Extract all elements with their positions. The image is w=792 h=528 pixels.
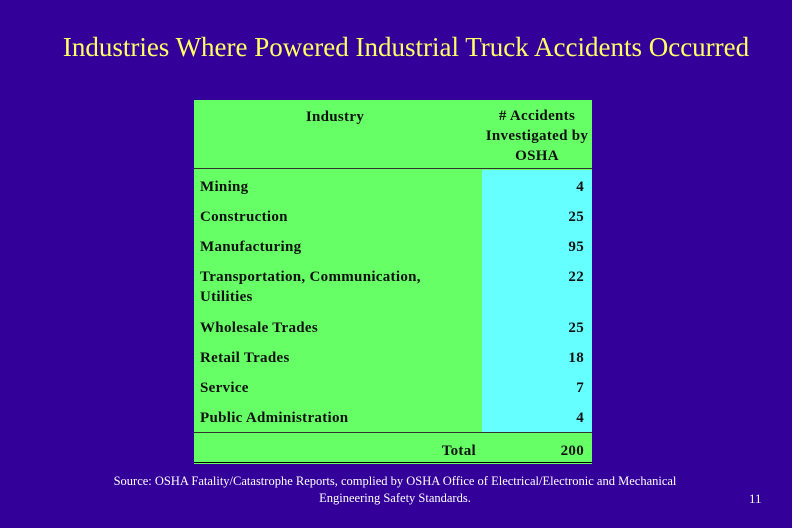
row-label-public-administration: Public Administration	[200, 410, 349, 426]
header-divider	[194, 168, 592, 169]
slide-title: Industries Where Powered Industrial Truc…	[62, 32, 750, 62]
row-count-public-administration: 4	[576, 410, 584, 426]
row-count-manufacturing: 95	[568, 239, 584, 255]
accidents-table: Industry # Accidents Investigated by OSH…	[194, 100, 592, 464]
page-number: 11	[749, 491, 762, 506]
row-label-service: Service	[200, 380, 249, 396]
row-count-retail: 18	[568, 350, 584, 366]
row-count-wholesale: 25	[568, 320, 584, 336]
row-count-transportation: 22	[568, 269, 584, 285]
total-label: Total	[441, 443, 476, 459]
row-label-manufacturing: Manufacturing	[200, 239, 302, 255]
row-count-mining: 4	[576, 179, 584, 195]
source-note: Source: OSHA Fatality/Catastrophe Report…	[113, 474, 677, 505]
row-count-service: 7	[576, 380, 584, 396]
header-industry: Industry	[305, 109, 365, 125]
row-label-mining: Mining	[200, 179, 249, 195]
row-label-wholesale: Wholesale Trades	[200, 320, 318, 336]
row-label-transportation: Transportation, Communication, Utilities	[200, 269, 421, 305]
total-divider	[194, 432, 592, 433]
total-value: 200	[560, 443, 584, 459]
count-column-background	[482, 170, 592, 432]
row-label-construction: Construction	[200, 209, 288, 225]
table-bottom-border	[194, 462, 592, 463]
header-accidents: # Accidents Investigated by OSHA	[485, 108, 589, 164]
row-label-retail: Retail Trades	[200, 350, 290, 366]
row-count-construction: 25	[568, 209, 584, 225]
